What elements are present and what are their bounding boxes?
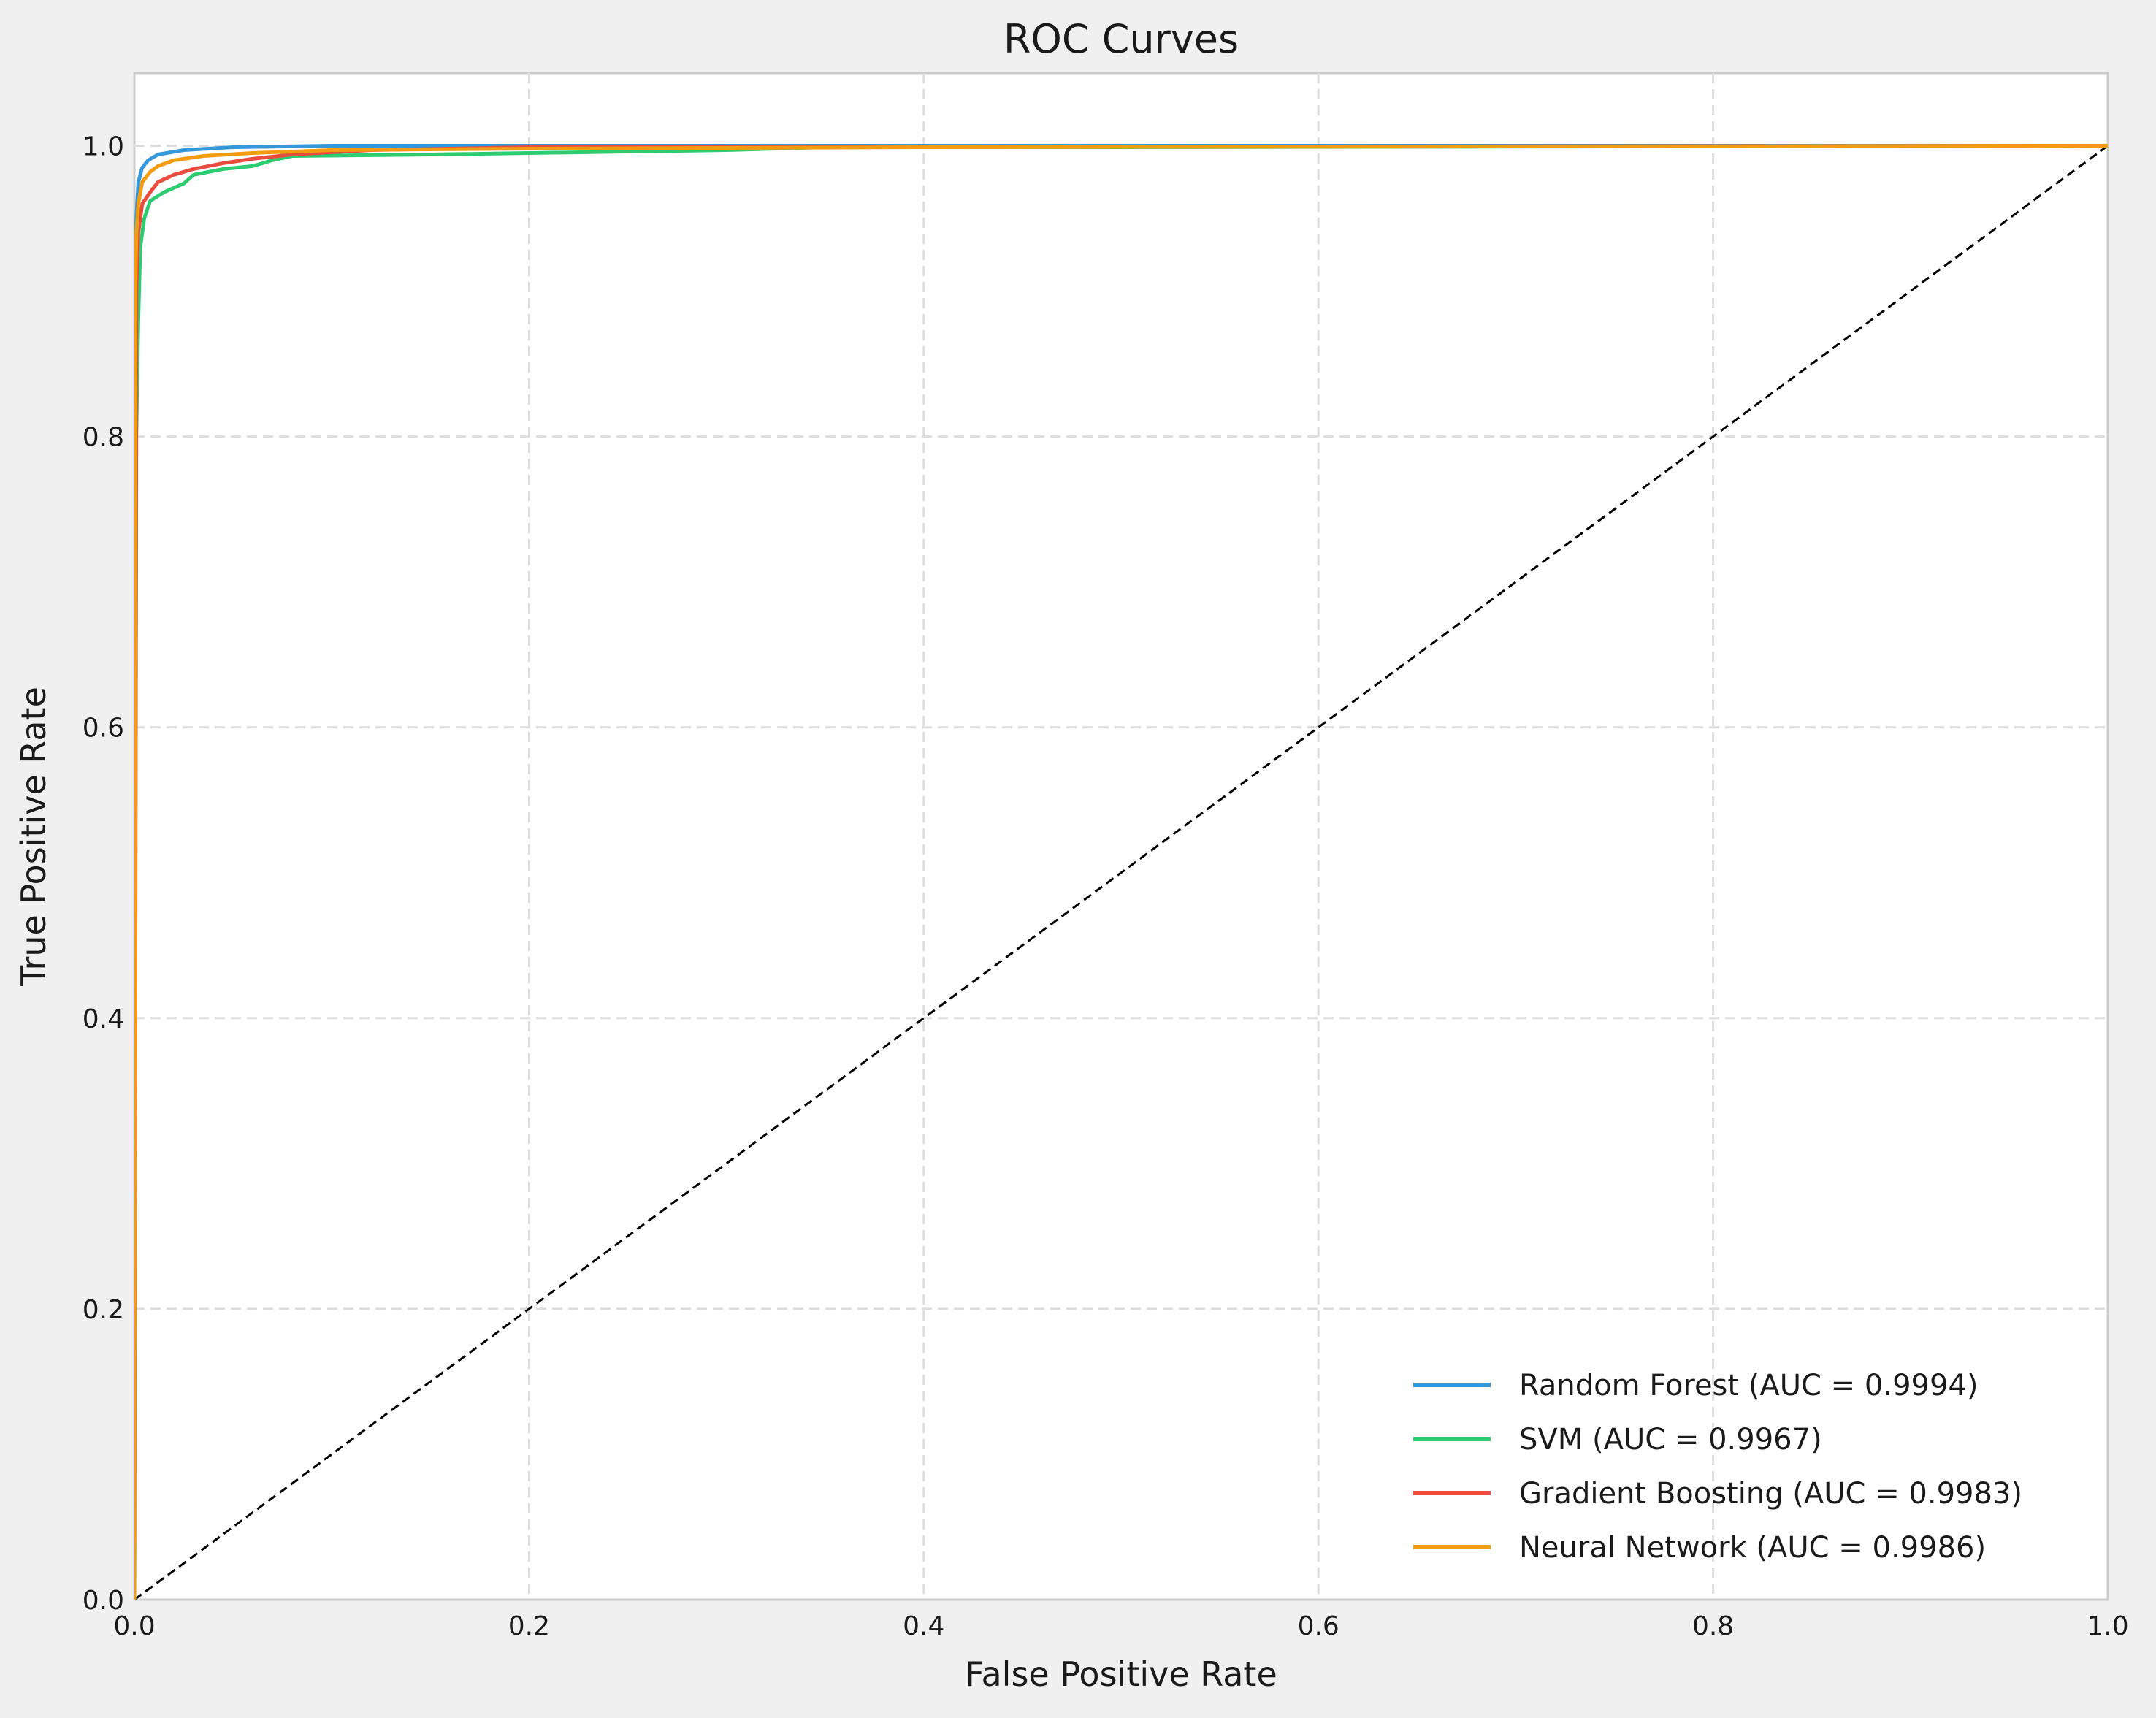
axis-ticks: 0.0 0.2 0.4 0.6 0.8 1.0 0.0 0.2 0.4 0.6 0.8 1.0 (83, 132, 2129, 1641)
y-tick-label: 0.6 (83, 714, 124, 744)
plot-layer (134, 144, 2108, 1600)
x-tick-label: 1.0 (2087, 1611, 2128, 1641)
legend-label-2: Gradient Boosting (AUC = 0.9983) (1519, 1477, 2022, 1511)
x-tick-label: 0.6 (1298, 1611, 1339, 1641)
legend-label-1: SVM (AUC = 0.9967) (1519, 1423, 1822, 1457)
series-line-1 (134, 144, 2108, 1600)
y-tick-label: 1.0 (83, 132, 124, 162)
y-tick-label: 0.4 (83, 1004, 124, 1034)
x-tick-label: 0.4 (903, 1611, 944, 1641)
plot-area (133, 72, 2109, 1601)
x-tick-label: 0.8 (1692, 1611, 1734, 1641)
series-line-3 (134, 144, 2108, 1600)
x-axis-title: False Positive Rate (965, 1654, 1277, 1694)
x-tick-label: 0.2 (508, 1611, 550, 1641)
random-baseline-line (134, 145, 2108, 1600)
y-axis-title: True Positive Rate (14, 687, 53, 987)
y-tick-label: 0.0 (83, 1586, 124, 1616)
chart-title: ROC Curves (1004, 16, 1239, 62)
legend-label-3: Neural Network (AUC = 0.9986) (1519, 1531, 1986, 1565)
x-tick-label: 0.0 (113, 1611, 155, 1641)
legend: Random Forest (AUC = 0.9994) SVM (AUC = 0… (1413, 1369, 2022, 1565)
legend-label-0: Random Forest (AUC = 0.9994) (1519, 1369, 1978, 1402)
grid-lines (134, 73, 2108, 1600)
y-tick-label: 0.2 (83, 1295, 124, 1325)
y-tick-label: 0.8 (83, 423, 124, 453)
